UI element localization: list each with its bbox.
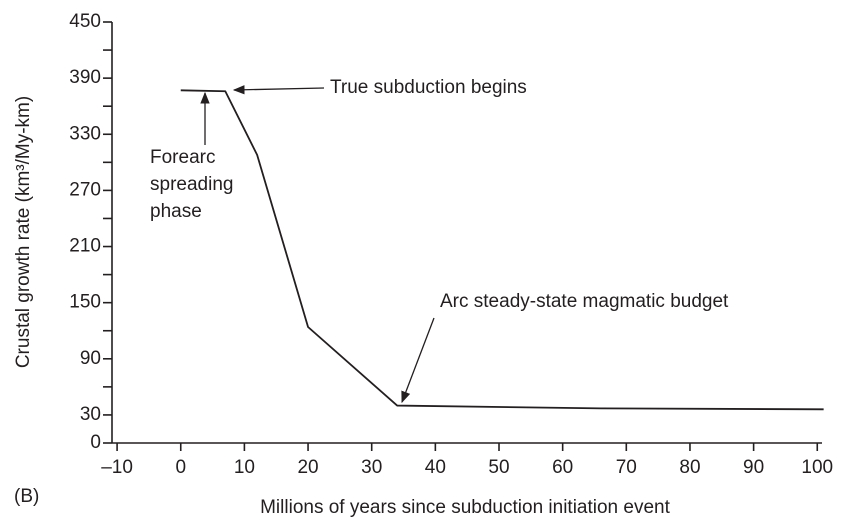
x-tick-label: 0 (175, 457, 186, 478)
x-tick-label: 40 (425, 457, 446, 478)
x-tick-label: –10 (101, 457, 133, 478)
x-tick-label: 80 (679, 457, 700, 478)
y-tick-label: 330 (69, 123, 101, 144)
x-tick-label: 10 (234, 457, 255, 478)
annotation-arrow (401, 317, 435, 404)
y-axis-label: Crustal growth rate (km³/My-km) (13, 96, 34, 368)
y-tick-label: 210 (69, 236, 101, 257)
y-tick-label: 450 (69, 11, 101, 32)
x-axis-label: Millions of years since subduction initi… (260, 497, 670, 518)
x-tick-label: 100 (801, 457, 833, 478)
y-tick-label: 150 (69, 292, 101, 313)
x-tick-label: 50 (488, 457, 509, 478)
x-tick-label: 60 (552, 457, 573, 478)
annotation: Arc steady-state magmatic budget (440, 291, 729, 312)
y-tick-label: 90 (80, 348, 101, 369)
y-tick-label: 390 (69, 67, 101, 88)
x-tick-label: 70 (616, 457, 637, 478)
y-tick-label: 30 (80, 404, 101, 425)
x-tick-label: 30 (361, 457, 382, 478)
x-tick-label: 90 (743, 457, 764, 478)
panel-label: (B) (14, 486, 39, 507)
annotation: Forearc spreading phase (150, 147, 233, 222)
x-tick-label: 20 (297, 457, 318, 478)
y-tick-label: 270 (69, 179, 101, 200)
annotation-arrow (232, 85, 325, 95)
data-line (180, 89, 824, 411)
y-tick-label: 0 (90, 432, 101, 453)
annotation: True subduction begins (330, 77, 527, 98)
